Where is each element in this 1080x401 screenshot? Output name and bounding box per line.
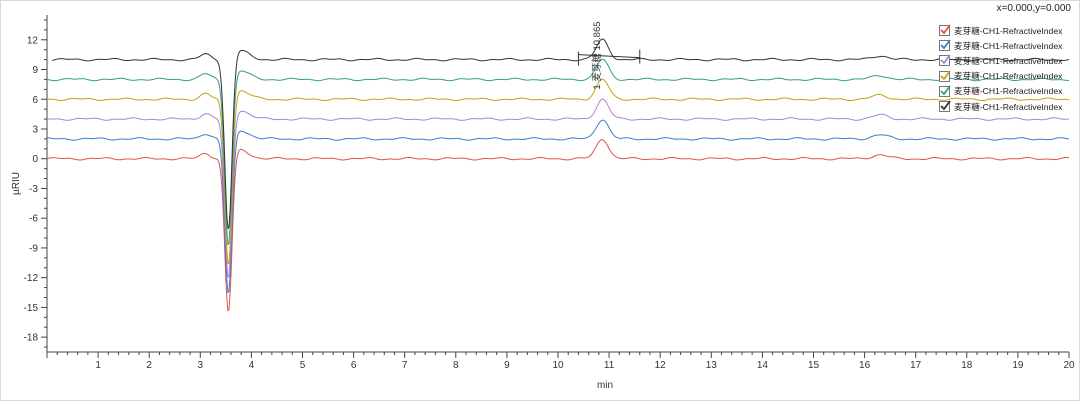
y-tick-label: -12 — [24, 273, 39, 284]
x-tick-label: 6 — [351, 360, 357, 371]
y-tick-label: -3 — [29, 184, 38, 195]
checkbox-icon[interactable] — [939, 54, 951, 67]
y-tick-label: -18 — [24, 333, 39, 344]
legend-item[interactable]: 麦芽糖-CH1-RefractiveIndex — [939, 84, 1077, 99]
x-tick-label: 1 — [95, 360, 101, 371]
x-tick-label: 16 — [859, 360, 871, 371]
x-tick-label: 9 — [504, 360, 510, 371]
y-tick-label: -6 — [29, 214, 38, 225]
legend-label: 麦芽糖-CH1-RefractiveIndex — [954, 55, 1063, 66]
x-tick-label: 4 — [249, 360, 255, 371]
x-tick-label: 12 — [655, 360, 667, 371]
x-tick-label: 19 — [1012, 360, 1024, 371]
series-line — [47, 119, 1070, 294]
peak-annotation: 1 麦芽糖 10.865 — [591, 21, 603, 89]
x-tick-label: 18 — [961, 360, 973, 371]
x-tick-label: 2 — [146, 360, 152, 371]
y-tick-label: 9 — [32, 65, 38, 76]
checkbox-icon[interactable] — [939, 100, 951, 113]
x-axis-label: min — [597, 380, 613, 391]
x-tick-label: 20 — [1063, 360, 1075, 371]
legend-label: 麦芽糖-CH1-RefractiveIndex — [954, 101, 1063, 112]
legend-item[interactable]: 麦芽糖-CH1-RefractiveIndex — [939, 53, 1077, 68]
y-tick-label: 6 — [32, 95, 38, 106]
x-tick-label: 11 — [604, 360, 615, 371]
x-tick-label: 17 — [910, 360, 922, 371]
checkbox-icon[interactable] — [939, 39, 951, 52]
x-tick-label: 7 — [402, 360, 408, 371]
legend: 麦芽糖-CH1-RefractiveIndex 麦芽糖-CH1-Refractiv… — [939, 23, 1077, 114]
series-line — [46, 58, 1069, 246]
y-axis-label: µRIU — [11, 172, 22, 195]
x-tick-label: 15 — [808, 360, 820, 371]
integration-baseline — [578, 54, 640, 59]
y-tick-label: 12 — [27, 35, 39, 46]
x-tick-label: 13 — [706, 360, 718, 371]
legend-label: 麦芽糖-CH1-RefractiveIndex — [954, 71, 1063, 82]
series-line — [46, 139, 1070, 312]
legend-item[interactable]: 麦芽糖-CH1-RefractiveIndex — [939, 69, 1077, 84]
series-line — [46, 98, 1070, 278]
checkbox-icon[interactable] — [939, 24, 951, 37]
x-tick-label: 14 — [757, 360, 769, 371]
legend-item[interactable]: 麦芽糖-CH1-RefractiveIndex — [939, 38, 1077, 53]
x-tick-label: 3 — [198, 360, 204, 371]
x-tick-label: 5 — [300, 360, 306, 371]
y-tick-label: 3 — [32, 124, 38, 135]
legend-item[interactable]: 麦芽糖-CH1-RefractiveIndex — [939, 23, 1077, 38]
y-tick-label: -9 — [29, 243, 38, 254]
cursor-readout: x=0.000,y=0.000 — [996, 3, 1071, 14]
legend-label: 麦芽糖-CH1-RefractiveIndex — [954, 86, 1063, 97]
x-tick-label: 8 — [453, 360, 459, 371]
series-line — [46, 78, 1070, 265]
checkbox-icon[interactable] — [939, 85, 951, 97]
legend-label: 麦芽糖-CH1-RefractiveIndex — [954, 40, 1063, 51]
legend-label: 麦芽糖-CH1-RefractiveIndex — [954, 25, 1063, 36]
checkbox-icon[interactable] — [939, 70, 951, 82]
series-line — [52, 38, 1070, 230]
x-tick-label: 10 — [552, 360, 564, 371]
legend-item[interactable]: 麦芽糖-CH1-RefractiveIndex — [939, 99, 1077, 114]
y-tick-label: 0 — [32, 154, 38, 165]
y-tick-label: -15 — [24, 303, 39, 314]
